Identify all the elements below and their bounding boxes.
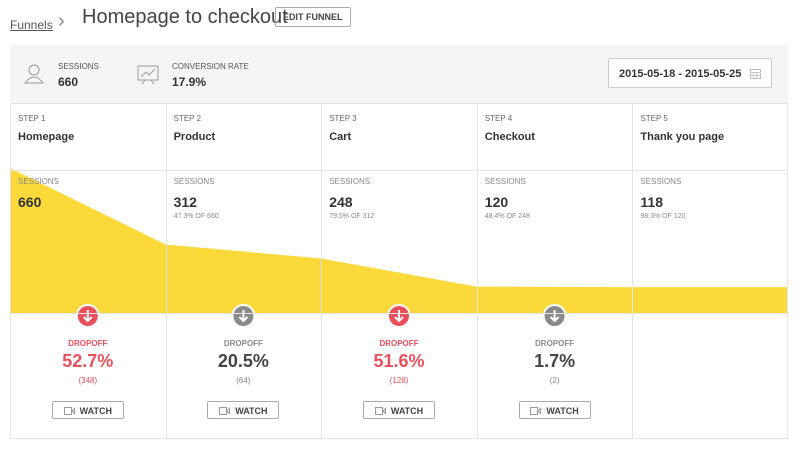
dropoff-count: (2) [549,376,560,385]
watch-button[interactable]: WATCH [518,401,591,419]
bottom-border [10,438,788,439]
camera-icon [63,407,75,415]
watch-label: WATCH [79,406,112,416]
sessions-value: 118 [640,194,663,210]
sessions-value: 660 [58,75,79,89]
dropoff-count: (128) [389,376,409,385]
sessions-label: SESSIONS [173,177,215,186]
step-name: Cart [329,131,352,143]
row-line [10,103,788,104]
watch-button[interactable]: WATCH [51,401,124,419]
sessions-label: SESSIONS [484,177,526,186]
step-number: STEP 1 [18,114,46,123]
dropoff-icon [75,304,100,328]
step-number: STEP 5 [640,114,668,123]
dropoff-icon [231,304,256,328]
camera-icon [530,407,542,415]
date-range: 2015-05-18 - 2015-05-25 [619,68,742,80]
watch-button[interactable]: WATCH [207,401,280,419]
step-column [10,104,166,438]
dropoff-count: (64) [236,376,251,385]
sessions-share: 48.4% OF 248 [484,213,530,220]
sessions-area [10,168,788,313]
conversion-label: CONVERSION RATE [172,62,249,71]
dropoff-label: DROPOFF [379,339,419,348]
sessions-share: 47.3% OF 660 [173,213,219,220]
date-picker[interactable]: 2015-05-18 - 2015-05-25 [608,58,772,88]
funnel-title: Homepage to checkout [82,6,288,28]
step-name: Checkout [484,131,535,143]
step-name: Thank you page [640,131,725,143]
dropoff-icon [542,304,567,328]
dropoff-label: DROPOFF [68,339,108,348]
sessions-icon [24,64,45,84]
calendar-icon [750,69,761,79]
camera-icon [219,407,231,415]
step-column [321,104,477,438]
row-line [10,313,788,314]
sessions-label: SESSIONS [329,177,371,186]
step-column [476,104,633,438]
step-column [165,104,322,438]
watch-button[interactable]: WATCH [363,401,435,419]
sessions-share: 79.5% OF 312 [329,213,375,220]
sessions-label: SESSIONS [640,177,682,186]
sessions-share: 98.3% OF 120 [640,213,686,220]
conversion-value: 17.9% [172,75,207,89]
sessions-value: 248 [329,194,353,210]
dropoff-icon [387,304,411,328]
dropoff-count: (348) [78,376,98,385]
breadcrumb-separator: › [58,10,65,32]
sessions-value: 312 [173,194,197,210]
step-number: STEP 3 [329,114,357,123]
row-line [10,170,788,171]
dropoff-percent: 51.6% [373,351,425,371]
breadcrumb-link[interactable]: Funnels [10,18,53,32]
sessions-label: SESSIONS [58,62,99,71]
step-number: STEP 4 [484,114,513,123]
step-column [632,104,788,438]
summary-bar: SESSIONS 660 CONVERSION RATE 17.9% 2015-… [10,45,788,104]
dropoff-percent: 52.7% [62,351,114,371]
sessions-label: SESSIONS [18,177,59,186]
step-number: STEP 2 [173,114,202,123]
sessions-value: 660 [18,194,42,210]
step-name: Product [173,131,216,143]
edit-button[interactable]: EDIT FUNNEL [275,7,351,27]
dropoff-percent: 20.5% [217,351,269,371]
camera-icon [374,407,386,415]
watch-label: WATCH [235,406,268,416]
watch-label: WATCH [546,406,579,416]
dropoff-label: DROPOFF [223,339,263,348]
watch-label: WATCH [390,406,424,416]
sessions-value: 120 [484,194,509,210]
conversion-icon [137,65,159,85]
step-name: Homepage [18,131,75,143]
dropoff-percent: 1.7% [534,351,576,371]
dropoff-label: DROPOFF [535,339,575,348]
